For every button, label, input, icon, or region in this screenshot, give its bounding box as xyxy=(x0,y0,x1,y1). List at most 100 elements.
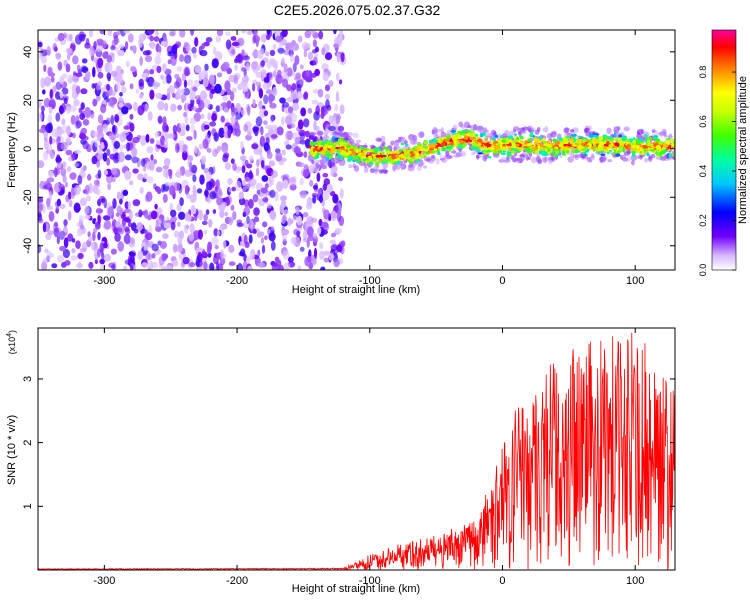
spectrogram-band-halo-cell xyxy=(394,139,401,143)
spectrogram-band-cell xyxy=(499,139,502,144)
spectrogram-noise-cell xyxy=(266,151,273,160)
spectrogram-noise-cell xyxy=(153,36,160,42)
spectrogram-noise-cell xyxy=(89,30,93,38)
spectrogram-noise-cell xyxy=(290,123,296,129)
spectrogram-noise-cell xyxy=(232,210,237,221)
spectrogram-noise-cell xyxy=(220,249,224,260)
spectrogram-noise-cell xyxy=(252,228,257,234)
spectrogram-noise-cell xyxy=(129,122,135,132)
spectrogram-noise-cell xyxy=(313,247,318,259)
spectrogram-noise-cell xyxy=(117,49,125,57)
spectrogram-noise-cell xyxy=(172,131,178,141)
spectrogram-noise-cell xyxy=(247,265,254,270)
spectrogram-noise-cell xyxy=(63,227,69,233)
spectrogram-noise-cell xyxy=(183,79,188,88)
spectrogram-noise-cell xyxy=(312,39,317,48)
spectrogram-noise-cell xyxy=(38,128,47,134)
spectrogram-noise-cell xyxy=(65,136,72,146)
spectrogram-band-cell xyxy=(548,140,551,143)
spectrogram-band-cell xyxy=(453,140,457,144)
spectrogram-noise-cell xyxy=(146,176,154,184)
spectrogram-noise-cell xyxy=(114,232,121,242)
spectrogram-band-halo-cell xyxy=(542,157,548,164)
spectrogram-noise-cell xyxy=(162,169,169,178)
spectrogram-noise-cell xyxy=(304,130,310,138)
spectrogram-band-halo-cell xyxy=(509,130,515,136)
snr-series-line xyxy=(38,332,675,570)
spectrogram-noise-cell xyxy=(167,133,176,139)
spectrogram-noise-cell xyxy=(333,30,337,35)
spectrogram-noise-cell xyxy=(332,193,339,204)
spectrogram-noise-cell xyxy=(95,148,103,155)
spectrogram-band-halo-cell xyxy=(530,156,537,164)
spectrogram-noise-cell xyxy=(196,188,203,194)
spectrogram-noise-cell xyxy=(51,128,59,138)
spectrogram-noise-cell xyxy=(325,99,330,109)
spectrogram-noise-cell xyxy=(250,178,257,187)
spectrogram-band-cell xyxy=(484,136,488,140)
spectrogram-noise-cell xyxy=(140,228,148,234)
spectrogram-noise-cell xyxy=(304,138,311,149)
spectrogram-noise-cell xyxy=(216,230,221,236)
spectrogram-band-halo-cell xyxy=(503,159,511,163)
spectrogram-noise-cell xyxy=(76,64,81,72)
spectrogram-noise-cell xyxy=(68,156,73,162)
spectrogram-band-cell xyxy=(378,160,382,164)
spectrogram-noise-cell xyxy=(129,255,135,263)
spectrogram-noise-cell xyxy=(264,235,268,241)
spectrogram-noise-cell xyxy=(240,248,246,257)
spectrogram-noise-cell xyxy=(317,226,322,235)
snr-x-tick-label: 100 xyxy=(626,575,644,587)
spectrogram-band-halo-cell xyxy=(655,156,663,160)
spectrogram-noise-cell xyxy=(335,72,340,82)
spectrogram-band-cell xyxy=(457,134,461,139)
spectrogram-noise-cell xyxy=(97,231,101,241)
spectrogram-noise-cell xyxy=(182,143,187,154)
spectrogram-band-cell xyxy=(475,133,478,137)
spectrogram-noise-cell xyxy=(118,44,125,49)
spectrogram-noise-cell xyxy=(265,34,271,40)
spectrogram-band-cell xyxy=(431,147,435,150)
spectrogram-band-cell xyxy=(448,143,454,146)
spectrogram-noise-cell xyxy=(233,74,239,85)
spectrogram-noise-cell xyxy=(93,179,100,186)
spectrogram-noise-cell xyxy=(337,125,345,132)
spectrogram-band-halo-cell xyxy=(481,153,486,161)
spectrogram-noise-cell xyxy=(299,177,304,186)
spectrogram-noise-cell xyxy=(155,30,159,37)
spectrogram-noise-cell xyxy=(306,216,314,225)
spectrogram-noise-cell xyxy=(184,185,190,195)
spectrogram-noise-cell xyxy=(64,260,71,266)
spectrogram-noise-cell xyxy=(97,153,103,161)
spectrogram-noise-cell xyxy=(166,87,171,94)
spectrogram-noise-cell xyxy=(97,125,103,137)
spectrogram-noise-cell xyxy=(62,161,67,169)
spectrogram-noise-cell xyxy=(283,262,291,270)
spectrogram-band-cell xyxy=(629,142,635,146)
spectrogram-noise-cell xyxy=(228,216,233,226)
spectrogram-x-tick-label: 0 xyxy=(499,275,505,287)
spectrogram-band-cell xyxy=(602,138,608,142)
spectrogram-band-cell xyxy=(362,158,366,161)
spectrogram-noise-cell xyxy=(80,127,88,135)
spectrogram-noise-cell xyxy=(170,221,176,231)
spectrogram-noise-cell xyxy=(110,248,117,255)
spectrogram-noise-cell xyxy=(119,92,123,97)
spectrogram-band-cell xyxy=(345,148,349,153)
spectrogram-band-halo-cell xyxy=(450,150,457,154)
spectrogram-noise-cell xyxy=(255,167,260,177)
spectrogram-noise-cell xyxy=(246,30,253,36)
spectrogram-band-cell xyxy=(387,150,391,154)
spectrogram-band-cell xyxy=(569,147,573,149)
spectrogram-band-halo-cell xyxy=(311,160,315,165)
colorbar-tick-label: 0.8 xyxy=(698,66,708,79)
spectrogram-band-cell xyxy=(433,143,438,146)
spectrogram-band-halo-cell xyxy=(570,152,575,157)
spectrogram-noise-cell xyxy=(99,242,104,254)
spectrogram-noise-cell xyxy=(137,250,144,261)
spectrogram-noise-cell xyxy=(185,124,190,132)
spectrogram-noise-cell xyxy=(312,56,318,66)
spectrogram-noise-cell xyxy=(66,125,71,136)
spectrogram-noise-cell xyxy=(187,79,193,87)
spectrogram-band-cell xyxy=(381,151,385,156)
